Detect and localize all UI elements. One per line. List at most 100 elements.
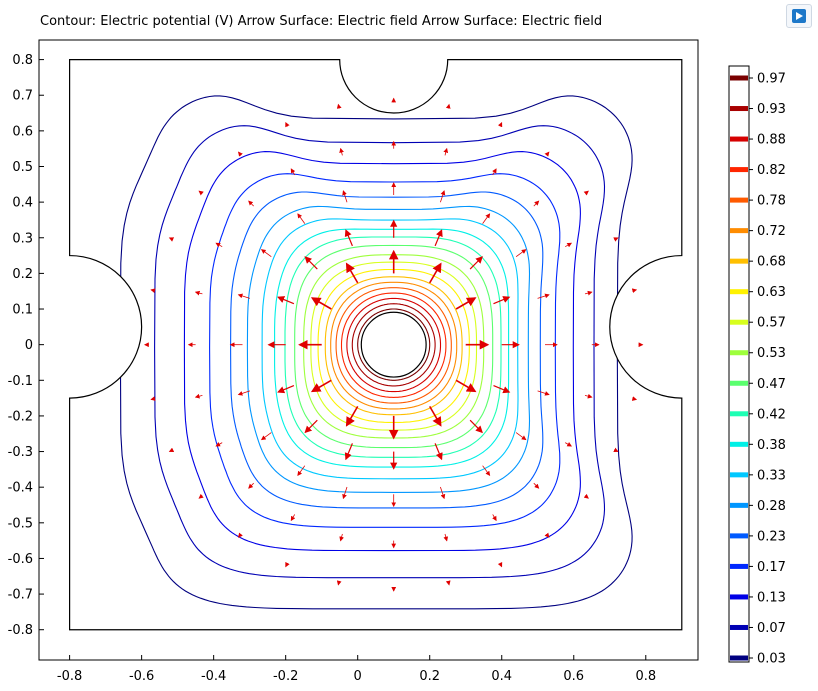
domain-outline bbox=[69, 58, 683, 631]
x-tick-label: 0 bbox=[354, 669, 362, 684]
field-arrow bbox=[565, 242, 572, 248]
field-arrow bbox=[631, 396, 638, 401]
legend-swatch-0.38 bbox=[730, 441, 748, 447]
legend-label-0.03: 0.03 bbox=[757, 652, 786, 667]
y-tick-label: 0.2 bbox=[12, 267, 33, 282]
legend-box bbox=[728, 65, 750, 663]
field-arrow bbox=[168, 237, 175, 242]
field-arrow bbox=[445, 580, 451, 586]
field-arrow bbox=[482, 213, 491, 224]
contour-line-0.78 bbox=[335, 287, 452, 404]
legend-label-0.78: 0.78 bbox=[757, 194, 786, 209]
legend-swatch-0.13 bbox=[730, 594, 748, 600]
field-arrow bbox=[248, 200, 254, 207]
legend-swatch-0.82 bbox=[730, 167, 748, 173]
legend-swatch-0.23 bbox=[730, 533, 748, 539]
legend-swatch-0.42 bbox=[730, 411, 748, 417]
legend-label-0.33: 0.33 bbox=[757, 468, 786, 483]
contour-line-0.63 bbox=[317, 268, 470, 423]
field-arrow bbox=[584, 393, 593, 399]
field-arrow bbox=[455, 297, 477, 310]
field-arrow bbox=[290, 168, 296, 176]
plot-frame bbox=[38, 39, 699, 661]
contour-line-0.42 bbox=[284, 236, 502, 458]
legend-label-0.23: 0.23 bbox=[757, 529, 786, 544]
x-tick-label: 0.8 bbox=[635, 669, 656, 684]
field-arrow bbox=[434, 443, 443, 461]
field-arrow bbox=[237, 151, 243, 157]
y-tick-label: 0.3 bbox=[12, 231, 33, 246]
field-arrow bbox=[304, 256, 318, 270]
legend-label-0.17: 0.17 bbox=[757, 560, 786, 575]
legend-label-0.82: 0.82 bbox=[757, 163, 786, 178]
contour-line-0.72 bbox=[330, 281, 458, 410]
legend-label-0.07: 0.07 bbox=[757, 621, 786, 636]
legend-swatch-0.63 bbox=[730, 289, 748, 295]
legend-label-0.47: 0.47 bbox=[757, 377, 786, 392]
y-tick-label: -0.4 bbox=[8, 481, 33, 496]
y-tick-label: 0.7 bbox=[12, 89, 33, 104]
field-arrow bbox=[440, 486, 446, 500]
contour-line-0.17 bbox=[209, 173, 561, 528]
contour-line-0.23 bbox=[230, 191, 544, 509]
field-arrow bbox=[565, 442, 572, 447]
field-arrow bbox=[198, 190, 204, 196]
legend-swatch-0.93 bbox=[730, 106, 748, 112]
field-arrow bbox=[297, 213, 306, 224]
y-tick-label: -0.2 bbox=[8, 409, 33, 424]
field-arrow bbox=[150, 288, 156, 294]
legend-swatch-0.33 bbox=[730, 472, 748, 478]
electric-field-arrows bbox=[144, 97, 644, 592]
x-tick-label: 0.2 bbox=[419, 669, 440, 684]
field-arrow bbox=[277, 296, 295, 305]
field-arrow bbox=[544, 532, 550, 538]
field-arrow bbox=[168, 447, 175, 452]
x-tick-label: -0.2 bbox=[273, 669, 298, 684]
field-arrow bbox=[345, 405, 359, 427]
field-arrow bbox=[443, 147, 449, 156]
x-axis: -0.8 -0.6 -0.4 -0.2 0 0.2 0.4 0.6 0.8 bbox=[57, 655, 656, 684]
y-axis: 0.8 0.7 0.6 0.5 0.4 0.3 0.2 0.1 0 -0.1 -0.2 -0.3 -0.… bbox=[8, 53, 44, 638]
contour-line-0.07 bbox=[154, 125, 606, 579]
field-arrow bbox=[613, 237, 619, 242]
x-tick-label: 0.6 bbox=[563, 669, 584, 684]
legend-label-0.28: 0.28 bbox=[757, 499, 786, 514]
plot-title: Contour: Electric potential (V) Arrow Su… bbox=[40, 14, 603, 29]
y-tick-label: -0.3 bbox=[8, 445, 33, 460]
legend-label-0.53: 0.53 bbox=[757, 346, 786, 361]
field-arrow bbox=[248, 482, 254, 489]
y-tick-label: 0.1 bbox=[12, 303, 33, 318]
field-arrow bbox=[497, 121, 503, 128]
field-arrow bbox=[260, 432, 272, 441]
legend-label-0.68: 0.68 bbox=[757, 255, 786, 270]
image-export-button[interactable] bbox=[786, 4, 812, 28]
field-arrow bbox=[492, 168, 497, 176]
field-arrow bbox=[482, 465, 491, 477]
color-legend: 0.97 0.93 0.88 0.82 0.78 0.72 0.68 0.63 0.57 0.53… bbox=[728, 65, 786, 667]
x-tick-label: -0.4 bbox=[201, 669, 226, 684]
y-tick-label: -0.6 bbox=[8, 552, 33, 567]
field-arrow bbox=[336, 580, 342, 586]
contour-line-0.33 bbox=[261, 218, 519, 480]
field-arrow bbox=[194, 290, 203, 296]
center-electrode bbox=[360, 311, 427, 378]
field-arrow bbox=[440, 190, 446, 203]
field-arrow bbox=[285, 121, 290, 128]
legend-swatch-0.68 bbox=[730, 258, 748, 264]
y-tick-label: 0.4 bbox=[12, 196, 33, 211]
field-arrow bbox=[285, 561, 290, 568]
field-arrow bbox=[215, 242, 223, 248]
legend-label-0.72: 0.72 bbox=[757, 224, 786, 239]
legend-swatch-0.17 bbox=[730, 563, 748, 569]
field-arrow bbox=[533, 482, 540, 489]
legend-swatch-0.57 bbox=[730, 319, 748, 325]
field-arrow bbox=[631, 288, 638, 294]
image-export-icon bbox=[792, 9, 806, 23]
field-arrow bbox=[277, 385, 295, 394]
legend-label-0.97: 0.97 bbox=[757, 72, 786, 87]
legend-swatch-0.78 bbox=[730, 197, 748, 203]
field-arrow bbox=[515, 432, 527, 441]
y-tick-label: 0.6 bbox=[12, 124, 33, 139]
field-arrow bbox=[537, 390, 550, 396]
